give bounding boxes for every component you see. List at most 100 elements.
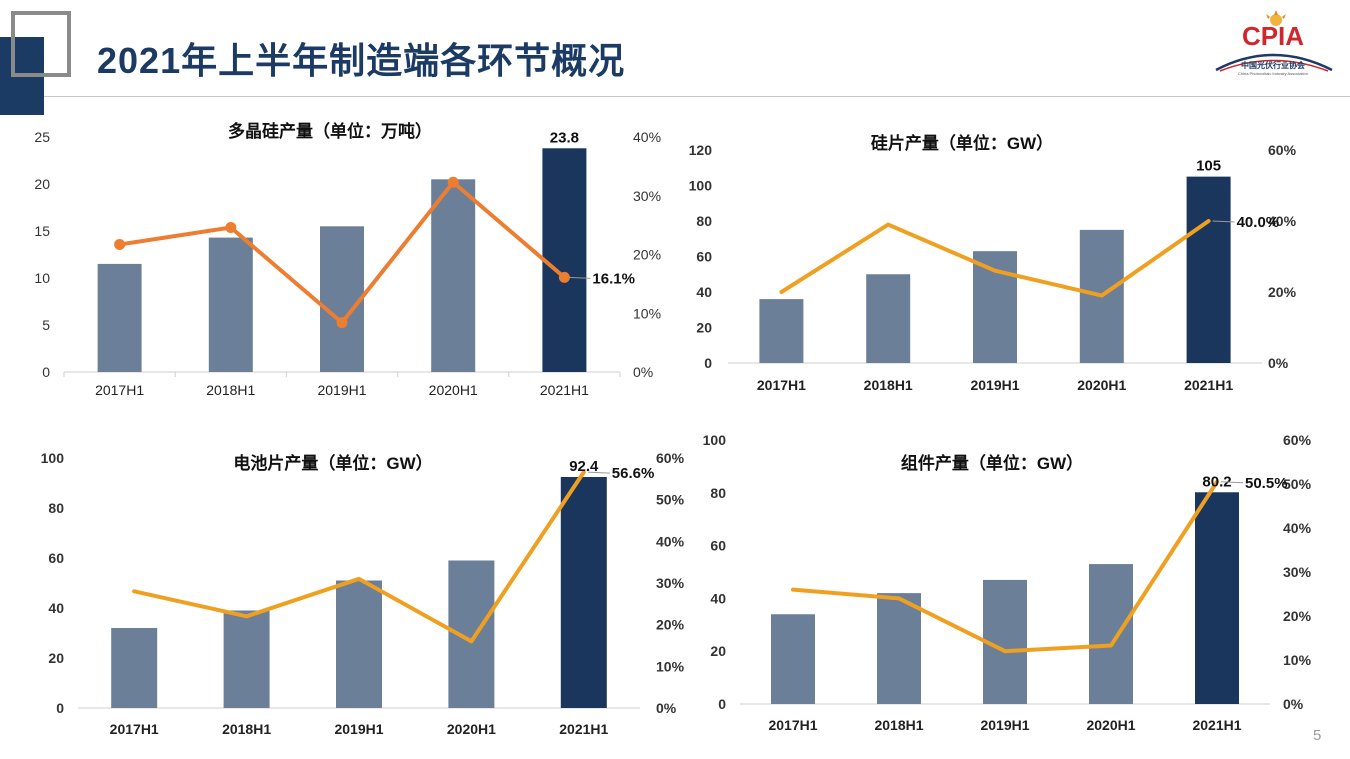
x-tick-label: 2017H1 xyxy=(757,377,806,393)
bar xyxy=(542,148,587,372)
y2-tick-label: 60% xyxy=(1283,432,1312,448)
y-tick-label: 20 xyxy=(48,650,64,666)
bar xyxy=(97,263,142,372)
y2-tick-label: 40% xyxy=(633,129,661,145)
bar xyxy=(320,226,364,372)
bar xyxy=(111,628,158,708)
x-tick-label: 2021H1 xyxy=(1184,377,1233,393)
x-tick-label: 2021H1 xyxy=(559,721,608,737)
y-tick-label: 40 xyxy=(48,600,64,616)
y-tick-label: 100 xyxy=(41,450,65,466)
x-tick-label: 2018H1 xyxy=(864,377,913,393)
y-tick-label: 20 xyxy=(710,643,726,659)
logo-text: CPIA xyxy=(1242,21,1304,51)
line-value-label: 56.6% xyxy=(612,465,655,482)
y2-tick-label: 10% xyxy=(633,305,661,321)
x-tick-label: 2021H1 xyxy=(540,382,589,398)
line-point xyxy=(225,221,237,233)
y-tick-label: 0 xyxy=(704,355,712,371)
line-value-label: 40.0% xyxy=(1237,214,1280,231)
header-accent-frame xyxy=(11,11,71,77)
x-tick-label: 2018H1 xyxy=(206,382,255,398)
y-tick-label: 80 xyxy=(710,485,726,501)
logo-subtitle: 中国光伏行业协会 xyxy=(1241,60,1305,70)
y2-tick-label: 20% xyxy=(633,247,661,263)
bar xyxy=(560,477,607,708)
y2-tick-label: 0% xyxy=(656,700,677,716)
y2-tick-label: 0% xyxy=(1283,696,1304,712)
bar xyxy=(208,237,253,372)
bar-value-label: 23.8 xyxy=(550,129,579,146)
y-tick-label: 100 xyxy=(703,432,727,448)
bar xyxy=(877,593,921,704)
bar xyxy=(866,274,911,363)
chart-title: 硅片产量（单位：GW） xyxy=(871,133,1053,153)
growth-rate-line xyxy=(779,219,1211,298)
x-tick-label: 2019H1 xyxy=(334,721,383,737)
y2-tick-label: 20% xyxy=(1283,608,1312,624)
y2-tick-label: 0% xyxy=(1268,355,1289,371)
y2-tick-label: 40% xyxy=(1268,213,1297,229)
bar xyxy=(223,610,270,708)
y-tick-label: 40 xyxy=(696,284,712,300)
bar-value-label: 105 xyxy=(1196,158,1221,175)
line-point xyxy=(114,239,126,251)
x-tick-label: 2020H1 xyxy=(429,382,478,398)
bar xyxy=(771,614,815,704)
y-tick-label: 120 xyxy=(689,142,713,158)
page-title: 2021年上半年制造端各环节概况 xyxy=(97,40,626,81)
y-tick-label: 20 xyxy=(34,176,50,192)
bar xyxy=(759,299,804,363)
y-tick-label: 40 xyxy=(710,590,726,606)
line-value-label: 50.5% xyxy=(1245,475,1288,492)
x-tick-label: 2017H1 xyxy=(95,382,144,398)
y-tick-label: 60 xyxy=(48,550,64,566)
label-leader-line xyxy=(568,276,591,279)
chart-title: 多晶硅产量（单位：万吨） xyxy=(228,121,432,141)
x-tick-label: 2018H1 xyxy=(222,721,271,737)
y-tick-label: 0 xyxy=(56,700,64,716)
bar xyxy=(1195,492,1239,704)
y-tick-label: 80 xyxy=(696,213,712,229)
x-tick-label: 2019H1 xyxy=(970,377,1019,393)
chart-title: 组件产量（单位：GW） xyxy=(901,453,1083,473)
y-tick-label: 20 xyxy=(696,320,712,336)
label-leader-line xyxy=(1220,481,1244,484)
y-tick-label: 100 xyxy=(689,178,713,194)
y2-tick-label: 60% xyxy=(656,450,685,466)
header-divider xyxy=(44,96,1350,97)
y2-tick-label: 40% xyxy=(656,533,685,549)
chart-title: 电池片产量（单位：GW） xyxy=(233,453,432,473)
line-point xyxy=(447,176,459,188)
y2-tick-label: 40% xyxy=(1283,520,1312,536)
y-tick-label: 60 xyxy=(710,538,726,554)
y2-tick-label: 10% xyxy=(656,658,685,674)
growth-rate-line xyxy=(791,479,1219,654)
y2-tick-label: 50% xyxy=(656,492,685,508)
x-tick-label: 2019H1 xyxy=(317,382,366,398)
y2-tick-label: 0% xyxy=(633,364,653,380)
sun-burst-icon xyxy=(1266,10,1286,26)
bar-value-label: 92.4 xyxy=(569,458,599,475)
growth-rate-line xyxy=(132,470,586,644)
label-leader-line xyxy=(1212,220,1235,223)
label-leader-line xyxy=(587,471,610,474)
page-number: 5 xyxy=(1313,727,1322,744)
y-tick-label: 0 xyxy=(718,696,726,712)
x-tick-label: 2017H1 xyxy=(110,721,159,737)
y2-tick-label: 30% xyxy=(656,575,685,591)
x-tick-label: 2020H1 xyxy=(1086,717,1135,733)
cpia-logo: CPIA 中国光伏行业协会 China Photovoltaic Industr… xyxy=(1215,10,1333,76)
x-tick-label: 2017H1 xyxy=(768,717,817,733)
y-tick-label: 80 xyxy=(48,500,64,516)
line-point xyxy=(336,317,348,329)
y2-tick-label: 20% xyxy=(656,617,685,633)
line-point xyxy=(558,271,570,283)
bar xyxy=(336,580,382,708)
x-tick-label: 2020H1 xyxy=(447,721,496,737)
logo-tagline: China Photovoltaic Industry Association xyxy=(1238,71,1308,76)
